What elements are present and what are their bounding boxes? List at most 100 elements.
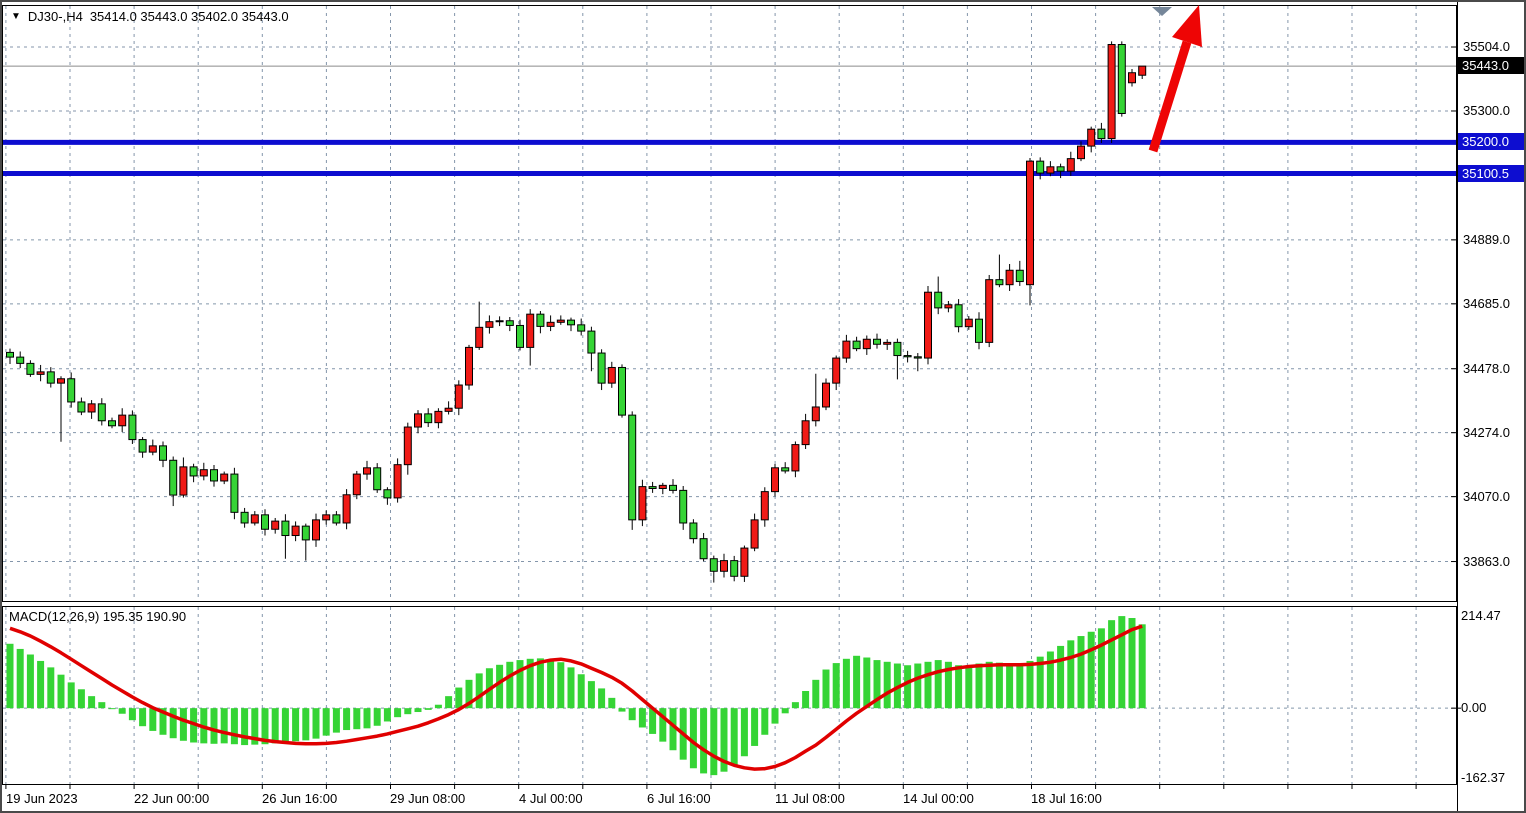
candle-body bbox=[546, 321, 555, 327]
macd-histogram-bar bbox=[1087, 631, 1095, 709]
macd-histogram-bar bbox=[1077, 636, 1085, 709]
macd-histogram-bar bbox=[934, 660, 942, 709]
candle-body bbox=[1097, 128, 1106, 140]
candle-body bbox=[975, 318, 983, 343]
trend-arrow-shaft[interactable] bbox=[1148, 40, 1192, 153]
candle-body bbox=[332, 514, 341, 524]
time-axis-label: 26 Jun 16:00 bbox=[262, 791, 338, 806]
macd-histogram-bar bbox=[98, 702, 106, 709]
candle-body bbox=[312, 519, 320, 541]
macd-histogram-bar bbox=[608, 697, 616, 709]
macd-histogram-bar bbox=[394, 708, 402, 718]
candle-body bbox=[903, 355, 912, 358]
time-axis-label: 22 Jun 00:00 bbox=[134, 791, 210, 806]
chart-shift-marker[interactable] bbox=[1152, 7, 1172, 16]
candle-body bbox=[383, 489, 392, 499]
price-axis-label: 35300.0 bbox=[1463, 102, 1510, 118]
macd-histogram-bar bbox=[638, 708, 646, 728]
macd-histogram-bar bbox=[832, 663, 840, 709]
macd-histogram-bar bbox=[241, 708, 249, 746]
candle-body bbox=[403, 426, 412, 466]
macd-histogram-bar bbox=[740, 708, 748, 757]
candle-body bbox=[730, 560, 739, 577]
candle-body bbox=[628, 414, 637, 521]
macd-axis-label: -162.37 bbox=[1461, 769, 1506, 785]
macd-histogram-bar bbox=[924, 661, 932, 709]
macd-histogram-bar bbox=[292, 708, 300, 742]
price-axis-label: 34274.0 bbox=[1463, 424, 1510, 440]
candle-body bbox=[159, 445, 167, 461]
macd-histogram-bar bbox=[37, 660, 45, 709]
candle-body bbox=[771, 467, 779, 493]
macd-histogram-bar bbox=[516, 660, 524, 709]
macd-histogram-bar bbox=[1057, 645, 1065, 709]
candle-body bbox=[587, 330, 596, 354]
macd-histogram-bar bbox=[577, 674, 585, 709]
macd-histogram-bar bbox=[108, 708, 116, 710]
candle-body bbox=[720, 560, 728, 572]
macd-pane-border bbox=[2, 606, 1457, 785]
trend-arrow-head[interactable] bbox=[1172, 5, 1202, 47]
macd-histogram-bar bbox=[353, 708, 361, 730]
candle-body bbox=[67, 378, 76, 403]
candle-body bbox=[363, 467, 371, 475]
macd-histogram-bar bbox=[995, 662, 1003, 709]
macd-histogram-bar bbox=[383, 708, 391, 722]
macd-histogram-bar bbox=[955, 665, 963, 709]
candle-body bbox=[434, 410, 443, 424]
macd-histogram-bar bbox=[251, 708, 259, 745]
macd-histogram-bar bbox=[1026, 660, 1034, 709]
candle-body bbox=[862, 338, 871, 350]
candle-body bbox=[944, 304, 953, 309]
macd-histogram-bar bbox=[434, 704, 442, 709]
price-axis-label: 33863.0 bbox=[1463, 553, 1510, 569]
macd-histogram-bar bbox=[1118, 616, 1126, 709]
macd-histogram-bar bbox=[904, 665, 912, 709]
macd-histogram-bar bbox=[26, 654, 34, 709]
macd-histogram-bar bbox=[445, 696, 453, 709]
candle-body bbox=[495, 320, 504, 323]
macd-histogram-bar bbox=[1046, 651, 1054, 709]
macd-histogram-bar bbox=[1067, 640, 1075, 709]
macd-histogram-bar bbox=[1097, 628, 1105, 709]
macd-histogram-bar bbox=[618, 708, 626, 712]
candle-body bbox=[189, 466, 198, 477]
candle-body bbox=[781, 467, 790, 472]
macd-histogram-bar bbox=[842, 658, 850, 709]
price-axis-label: 35504.0 bbox=[1463, 39, 1510, 55]
macd-histogram-bar bbox=[802, 690, 810, 709]
symbol-dropdown-icon[interactable]: ▼ bbox=[11, 11, 21, 22]
macd-histogram-bar bbox=[965, 667, 973, 709]
candle-body bbox=[1087, 128, 1096, 147]
candle-body bbox=[210, 469, 218, 482]
candle-body bbox=[567, 319, 575, 326]
candle-body bbox=[505, 320, 514, 326]
macd-indicator-label: MACD(12,26,9) 195.35 190.90 bbox=[9, 609, 187, 624]
macd-histogram-bar bbox=[853, 655, 861, 709]
candle-body bbox=[36, 371, 45, 375]
candle-body bbox=[138, 439, 147, 453]
candle-body bbox=[689, 522, 698, 540]
candle-body bbox=[87, 403, 96, 413]
macd-histogram-bar bbox=[230, 708, 238, 745]
macd-histogram-bar bbox=[271, 708, 279, 744]
macd-histogram-bar bbox=[77, 689, 85, 709]
macd-histogram-bar bbox=[414, 708, 422, 713]
macd-histogram-bar bbox=[343, 708, 351, 731]
macd-histogram-bar bbox=[669, 708, 677, 751]
candle-body bbox=[352, 473, 361, 496]
time-axis-label: 14 Jul 00:00 bbox=[903, 791, 974, 806]
candle-body bbox=[1036, 160, 1045, 174]
time-axis-label: 19 Jun 2023 bbox=[6, 791, 78, 806]
macd-histogram-bar bbox=[6, 643, 14, 709]
macd-histogram-bar bbox=[149, 708, 157, 731]
level-price-label: 35100.5 bbox=[1458, 164, 1524, 182]
macd-histogram-bar bbox=[159, 708, 167, 735]
macd-histogram-bar bbox=[312, 708, 320, 739]
macd-histogram-bar bbox=[220, 708, 228, 744]
candle-body bbox=[465, 346, 473, 386]
candle-body bbox=[169, 459, 178, 496]
macd-histogram-bar bbox=[475, 673, 483, 709]
